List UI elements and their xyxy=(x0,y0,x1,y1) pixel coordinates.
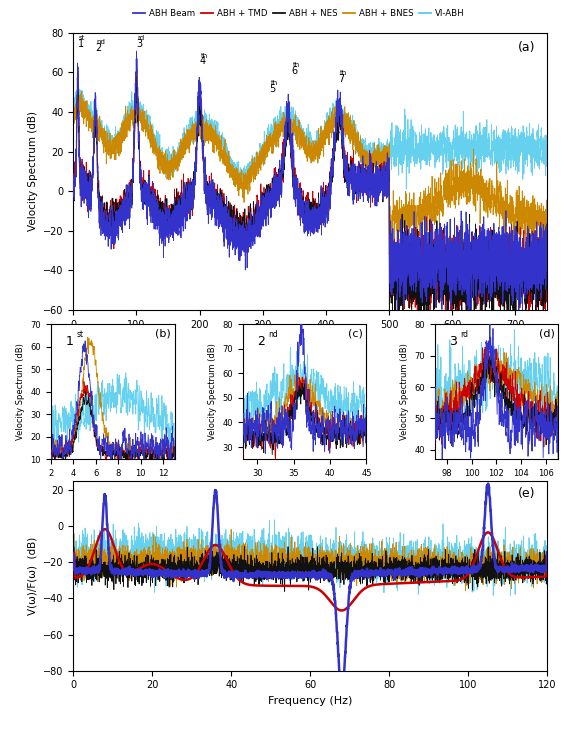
Text: 3: 3 xyxy=(136,39,143,49)
Text: (b): (b) xyxy=(155,329,171,338)
Y-axis label: Velocity Spectrum (dB): Velocity Spectrum (dB) xyxy=(208,343,217,440)
Text: th: th xyxy=(270,80,277,86)
X-axis label: Frequency (Hz): Frequency (Hz) xyxy=(78,483,147,493)
Text: 5: 5 xyxy=(269,84,275,94)
Text: rd: rd xyxy=(138,35,145,41)
X-axis label: Frequency (Hz): Frequency (Hz) xyxy=(268,335,352,345)
Text: 2: 2 xyxy=(95,42,102,52)
Text: nd: nd xyxy=(268,330,279,339)
Y-axis label: Velocity Spectrum (dB): Velocity Spectrum (dB) xyxy=(16,343,25,440)
Text: 6: 6 xyxy=(291,66,297,77)
Text: th: th xyxy=(293,63,299,69)
X-axis label: Frequency (Hz): Frequency (Hz) xyxy=(270,483,339,493)
Text: st: st xyxy=(77,330,84,339)
Text: nd: nd xyxy=(96,39,105,44)
X-axis label: Frequency (Hz): Frequency (Hz) xyxy=(268,696,352,706)
Text: 3: 3 xyxy=(450,335,457,348)
Text: (d): (d) xyxy=(539,329,554,338)
X-axis label: Frequency (Hz): Frequency (Hz) xyxy=(462,483,531,493)
Text: rd: rd xyxy=(461,330,469,339)
Text: 1: 1 xyxy=(65,335,73,348)
Text: 7: 7 xyxy=(338,74,345,85)
Text: (c): (c) xyxy=(348,329,363,338)
Text: th: th xyxy=(201,52,208,58)
Text: 2: 2 xyxy=(258,335,266,348)
Legend: ABH Beam, ABH + TMD, ABH + NES, ABH + BNES, VI-ABH: ABH Beam, ABH + TMD, ABH + NES, ABH + BN… xyxy=(130,6,468,22)
Text: (e): (e) xyxy=(518,487,535,500)
Y-axis label: V(ω)/F(ω)  (dB): V(ω)/F(ω) (dB) xyxy=(28,537,38,615)
Text: th: th xyxy=(340,70,347,77)
Text: st: st xyxy=(79,35,85,41)
Y-axis label: Velocity Spectrum (dB): Velocity Spectrum (dB) xyxy=(400,343,409,440)
Text: 4: 4 xyxy=(200,56,206,66)
Text: (a): (a) xyxy=(518,41,535,54)
Text: 1: 1 xyxy=(78,39,84,49)
Y-axis label: Velocity Spectrum (dB): Velocity Spectrum (dB) xyxy=(28,112,38,231)
